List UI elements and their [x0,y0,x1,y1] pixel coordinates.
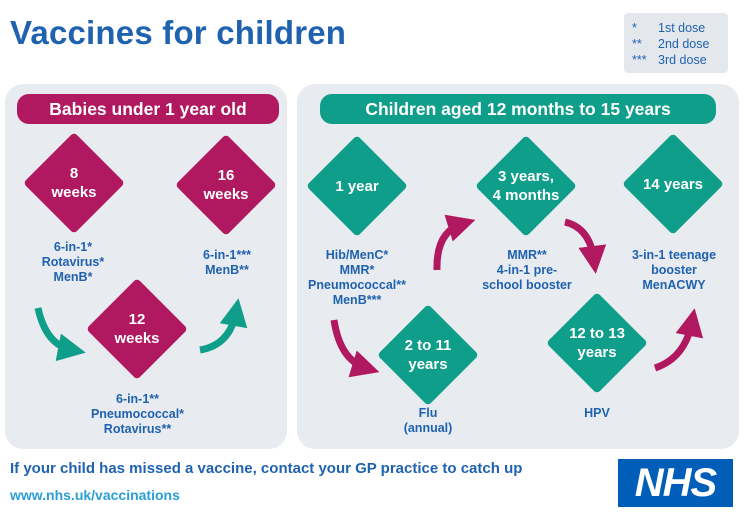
arrow-8-to-12-weeks [34,307,86,362]
stage-16-weeks: 16 weeks [175,134,277,236]
stage-age: 8 weeks [51,165,97,201]
babies-panel [5,84,287,449]
arrow-12yrs-to-14yrs [653,308,704,372]
legend-label: 1st dose [658,21,706,35]
stage-age: 16 weeks [203,167,249,203]
stage-vaccines-3-years-4-months: MMR** 4-in-1 pre- school booster [482,248,572,292]
stage-vaccines-12-weeks: 6-in-1** Pneumococcal* Rotavirus** [90,392,185,436]
stage-age: 3 years, 4 months [492,168,560,204]
nhs-logo: NHS [618,459,733,507]
dose-legend: * 1st dose ** 2nd dose *** 3rd dose [624,13,728,73]
stage-vaccines-16-weeks: 6-in-1*** MenB** [203,248,251,277]
legend-item-third-dose: *** 3rd dose [632,53,707,67]
stage-age: 1 year [335,177,379,195]
legend-item-second-dose: ** 2nd dose [632,37,709,51]
stage-3-years-4-months: 3 years, 4 months [475,135,577,237]
legend-label: 3rd dose [658,53,707,67]
babies-heading: Babies under 1 year old [17,94,279,124]
legend-symbol: *** [632,53,647,67]
stage-2-to-11-years: 2 to 11 years [377,304,479,406]
stage-age: 14 years [642,175,704,193]
arrow-1yr-to-2-11yrs [330,319,380,378]
stage-age: 2 to 11 years [404,337,452,373]
page-title: Vaccines for children [10,14,347,51]
stage-vaccines-8-weeks: 6-in-1* Rotavirus* MenB* [41,240,105,284]
stage-vaccines-1-year: Hib/MenC* MMR* Pneumococcal** MenB*** [308,248,406,307]
legend-item-first-dose: * 1st dose [632,21,705,35]
stage-vaccines-14-years: 3-in-1 teenage booster MenACWY [631,248,717,292]
stage-12-to-13-years: 12 to 13 years [546,292,648,394]
stage-14-years: 14 years [622,133,724,235]
arrow-1yr-to-3yrs [433,214,476,271]
catch-up-message: If your child has missed a vaccine, cont… [10,460,523,477]
stage-vaccines-2-to-11-years: Flu (annual) [403,406,453,435]
stage-8-weeks: 8 weeks [23,132,125,234]
stage-1-year: 1 year [306,135,408,237]
stage-age: 12 weeks [114,311,160,347]
legend-label: 2nd dose [658,37,710,51]
arrow-12-to-16-weeks [199,298,248,354]
stage-vaccines-12-to-13-years: HPV [584,406,610,420]
legend-symbol: ** [632,37,642,51]
arrow-3yrs-to-12yrs [563,218,607,274]
legend-symbol: * [632,21,637,35]
stage-12-weeks: 12 weeks [86,278,188,380]
vaccinations-link[interactable]: www.nhs.uk/vaccinations [10,487,180,503]
stage-age: 12 to 13 years [569,325,625,361]
children-heading: Children aged 12 months to 15 years [320,94,716,124]
